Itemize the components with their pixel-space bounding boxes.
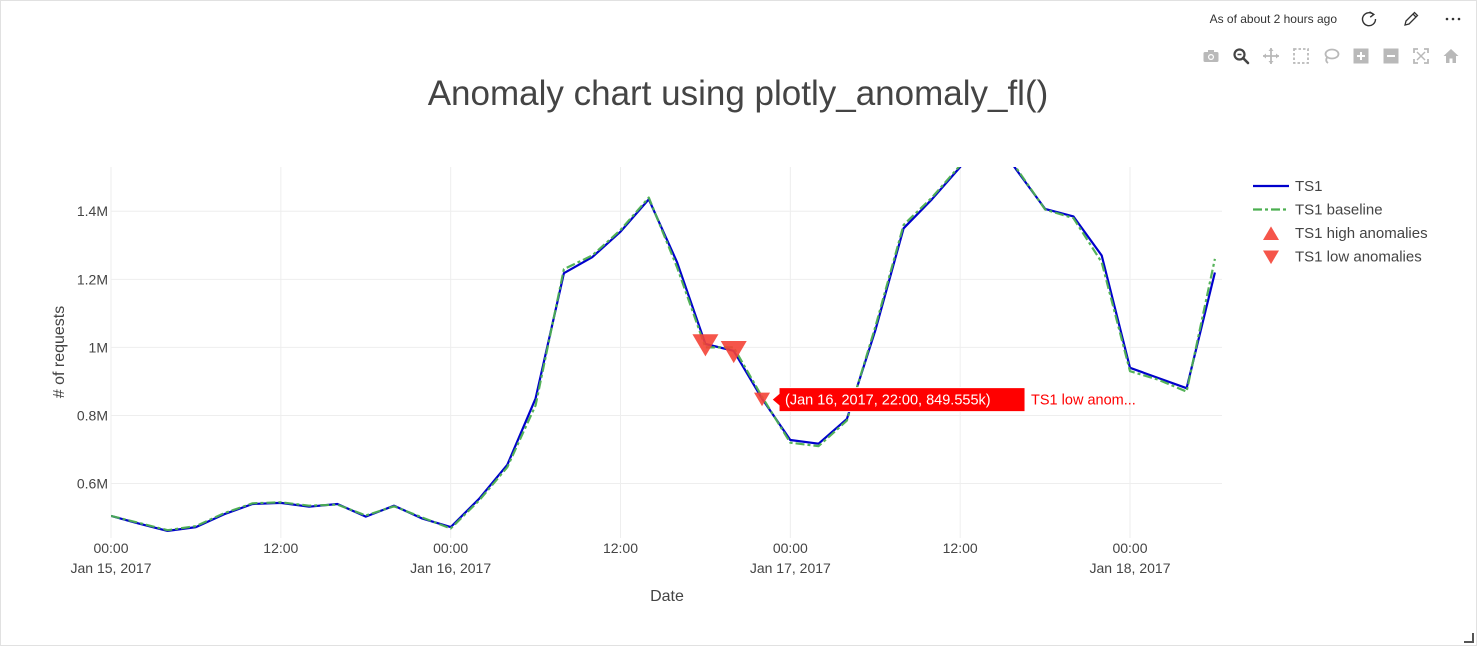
low-anomaly-marker [754,392,771,407]
legend-swatch [1263,226,1279,240]
low-anomaly-marker [720,341,747,364]
camera-icon[interactable] [1201,46,1221,66]
top-toolbar: As of about 2 hours ago [1210,8,1463,30]
more-horizontal-icon[interactable] [1443,9,1463,29]
pan-icon[interactable] [1261,46,1281,66]
plot-modebar [1201,46,1461,66]
x-tick-date-label: Jan 18, 2017 [1090,560,1171,576]
y-tick-label: 1.2M [77,271,108,287]
tooltip-series-name: TS1 low anom... [1031,393,1136,409]
zoom-in-icon[interactable] [1351,46,1371,66]
x-axis-label: Date [650,588,684,605]
as-of-label: As of about 2 hours ago [1209,12,1337,26]
legend-item-high-anomalies[interactable]: TS1 high anomalies [1263,225,1428,242]
plot-series [111,167,1216,532]
refresh-icon[interactable] [1359,9,1379,29]
y-tick-label: 0.6M [77,476,108,492]
pencil-icon[interactable] [1401,9,1421,29]
legend-label: TS1 low anomalies [1295,249,1422,266]
series-line-ts1-baseline [111,167,1216,532]
hover-tooltip: (Jan 16, 2017, 22:00, 849.555k) TS1 low a… [771,387,1136,413]
box-select-icon[interactable] [1291,46,1311,66]
x-tick-label: 12:00 [943,540,978,556]
legend-item-ts1-baseline[interactable]: TS1 baseline [1253,202,1383,219]
x-tick-label: 00:00 [773,540,808,556]
zoom-out-icon[interactable] [1381,46,1401,66]
x-tick-label: 00:00 [93,540,128,556]
lasso-icon[interactable] [1321,46,1341,66]
reset-axes-icon[interactable] [1441,46,1461,66]
autoscale-icon[interactable] [1411,46,1431,66]
x-tick-label: 00:00 [433,540,468,556]
y-tick-label: 1.4M [77,203,108,219]
x-tick-label: 00:00 [1112,540,1147,556]
low-anomaly-marker [692,334,719,357]
legend: TS1 TS1 baseline TS1 high anomalies TS1 low… [1253,178,1428,266]
series-line-ts1 [111,167,1216,532]
legend-swatch [1263,250,1279,265]
x-tick-date-label: Jan 15, 2017 [71,560,152,576]
tooltip-value: (Jan 16, 2017, 22:00, 849.555k) [785,393,991,409]
legend-label: TS1 baseline [1295,202,1383,219]
chart-title: Anomaly chart using plotly_anomaly_fl() [428,74,1049,113]
x-tick-label: 12:00 [603,540,638,556]
legend-item-ts1[interactable]: TS1 [1253,178,1323,195]
tooltip-box [771,387,1026,413]
x-tick-date-label: Jan 17, 2017 [750,560,831,576]
legend-item-low-anomalies[interactable]: TS1 low anomalies [1263,249,1422,266]
resize-handle[interactable] [1464,633,1474,643]
legend-label: TS1 high anomalies [1295,225,1428,242]
zoom-icon[interactable] [1231,46,1251,66]
y-axis-label: # of requests [51,306,68,399]
y-tick-label: 1M [89,339,108,355]
x-tick-date-label: Jan 16, 2017 [410,560,491,576]
legend-label: TS1 [1295,178,1323,195]
x-tick-label: 12:00 [263,540,298,556]
y-tick-label: 0.8M [77,407,108,423]
